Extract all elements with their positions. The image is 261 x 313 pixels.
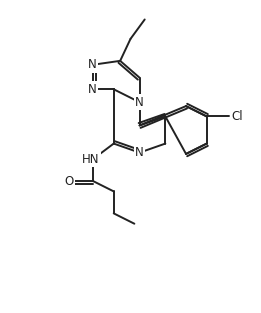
Text: N: N [87,83,96,96]
Text: N: N [135,96,144,109]
Text: HN: HN [82,152,99,166]
Text: N: N [87,58,96,71]
Text: O: O [64,175,73,187]
Text: N: N [135,146,144,159]
Text: Cl: Cl [231,110,243,123]
